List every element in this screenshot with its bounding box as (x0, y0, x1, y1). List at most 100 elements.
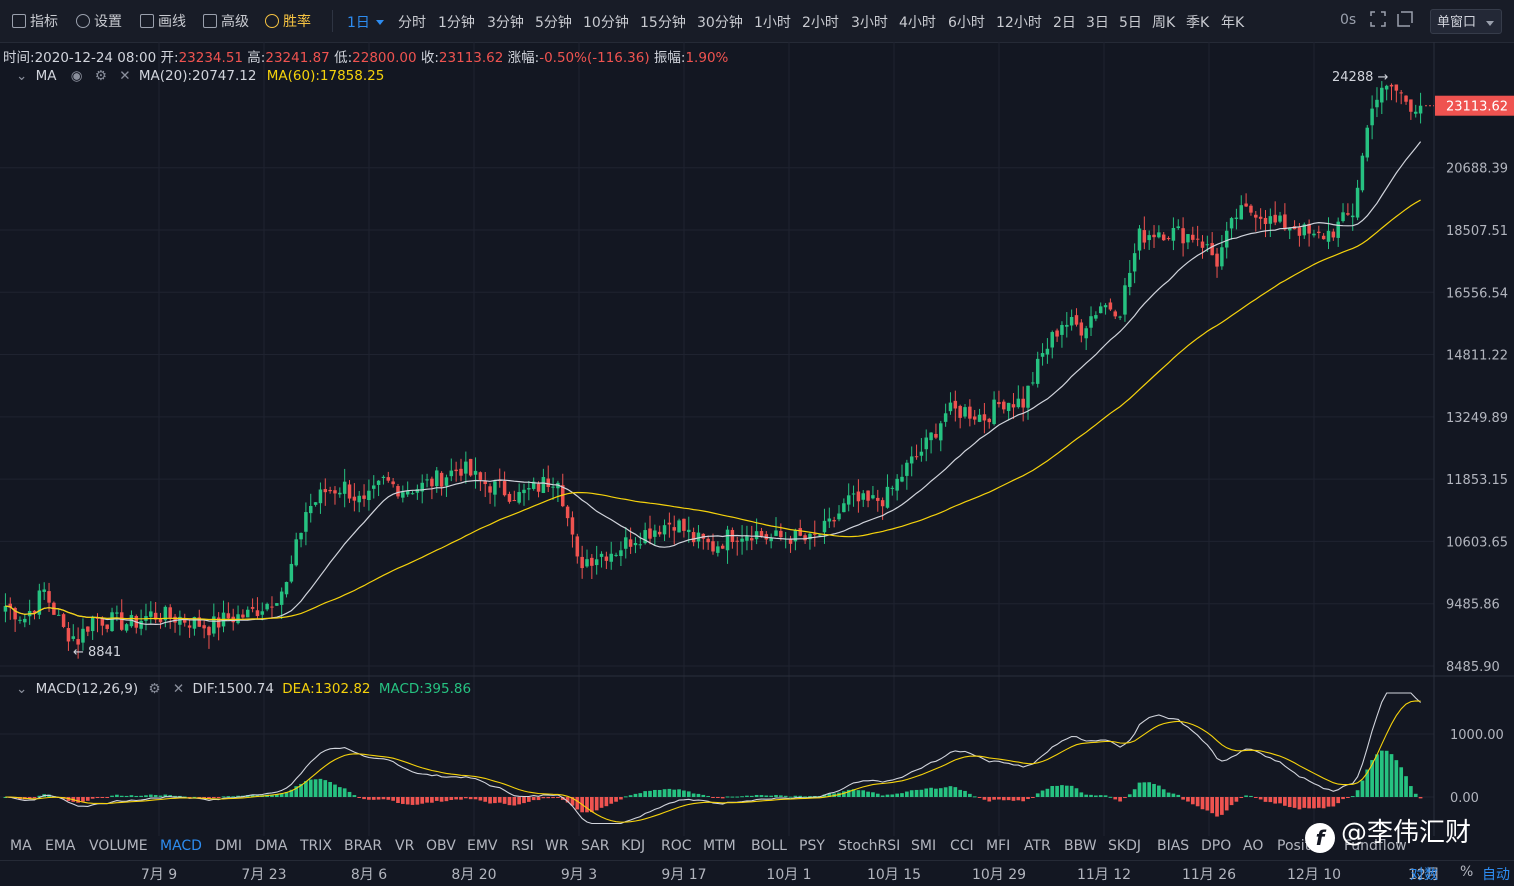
candle-body (958, 405, 962, 418)
indicator-tab-2[interactable]: VOLUME (89, 838, 148, 854)
indicator-tab-28[interactable]: AO (1243, 838, 1264, 854)
macd-bar (1336, 797, 1341, 804)
indicator-tab-19[interactable]: StochRSI (838, 838, 901, 854)
candle-body (657, 531, 662, 535)
indicator-tab-14[interactable]: KDJ (621, 838, 646, 854)
timeframe-2[interactable]: 1分钟 (438, 15, 475, 31)
timeframe-4[interactable]: 5分钟 (535, 15, 572, 31)
date-label-7: 10月 15 (866, 867, 922, 883)
indicator-tab-5[interactable]: DMA (255, 838, 288, 854)
candle-body (124, 624, 129, 631)
indicator-tab-27[interactable]: DPO (1201, 838, 1232, 854)
indicator-tab-23[interactable]: ATR (1024, 838, 1051, 854)
timeframe-13[interactable]: 12小时 (996, 15, 1042, 31)
timeframe-7[interactable]: 30分钟 (697, 15, 743, 31)
indicator-tab-3[interactable]: MACD (160, 838, 202, 854)
indicator-tab-16[interactable]: MTM (703, 838, 736, 854)
ma20-line (5, 141, 1422, 626)
indicator-tab-17[interactable]: BOLL (751, 838, 787, 854)
timeframe-19[interactable]: 年K (1221, 15, 1245, 31)
timeframe-15[interactable]: 3日 (1086, 15, 1109, 31)
advanced-button[interactable]: 高级 (203, 11, 249, 31)
candle-body (522, 489, 526, 494)
candle-body (1239, 205, 1244, 220)
macd-bar (657, 789, 662, 797)
macd-bar (362, 797, 366, 800)
close-icon[interactable]: ✕ (172, 681, 185, 697)
last-price-label: 23113.62 (1446, 100, 1508, 115)
indicator-tab-11[interactable]: RSI (511, 838, 534, 854)
gear-icon[interactable]: ⚙ (148, 681, 161, 697)
indicator-tab-24[interactable]: BBW (1064, 838, 1097, 854)
macd-bar (357, 797, 362, 798)
indicator-tab-26[interactable]: BIAS (1157, 838, 1190, 854)
indicator-tab-6[interactable]: TRIX (300, 838, 332, 854)
candle-body (1331, 231, 1336, 238)
settings-button[interactable]: 设置 (76, 11, 122, 31)
indicator-tab-7[interactable]: BRAR (344, 838, 383, 854)
macd-bar (27, 797, 32, 799)
macd-bar (216, 797, 221, 798)
timeframe-9[interactable]: 2小时 (802, 15, 839, 31)
timeframe-1[interactable]: 分时 (398, 15, 426, 31)
timeframe-16[interactable]: 5日 (1119, 15, 1142, 31)
window-mode-select[interactable]: 单窗口 (1430, 9, 1502, 34)
candle-body (1244, 203, 1248, 207)
macd-bar (1181, 797, 1185, 800)
candle-body (81, 628, 85, 643)
chevron-down-icon[interactable]: ⌄ (16, 68, 28, 84)
candle-body (1050, 332, 1054, 348)
gear-icon[interactable]: ⚙ (94, 68, 107, 84)
indicator-tab-1[interactable]: EMA (45, 838, 76, 854)
timeframe-1d-dropdown[interactable]: 1日 (347, 12, 384, 32)
close-icon[interactable]: ✕ (119, 68, 131, 84)
candle-body (347, 484, 352, 499)
timeframe-5[interactable]: 10分钟 (583, 15, 629, 31)
timeframe-3[interactable]: 3分钟 (487, 15, 524, 31)
timeframe-14[interactable]: 2日 (1053, 15, 1076, 31)
timeframe-8[interactable]: 1小时 (754, 15, 791, 31)
indicator-tab-13[interactable]: SAR (581, 838, 610, 854)
auto-scale-toggle[interactable]: 自动 (1482, 867, 1510, 883)
macd-bar (1244, 795, 1248, 797)
macd-bar (672, 789, 677, 797)
timeframe-12[interactable]: 6小时 (948, 15, 985, 31)
macd-bar (653, 789, 657, 797)
candle-body (1011, 404, 1016, 408)
indicator-tab-15[interactable]: ROC (661, 838, 692, 854)
indicator-tab-30[interactable]: Fundflow (1344, 838, 1407, 854)
indicator-tab-8[interactable]: VR (395, 838, 415, 854)
log-scale-toggle[interactable]: 对数 (1410, 867, 1438, 883)
indicator-tab-10[interactable]: EMV (467, 838, 498, 854)
candle-body (754, 531, 759, 540)
candle-body (328, 489, 332, 492)
price-chart[interactable]: 23113.62 20688.39 18507.51 16556.54 14811.22… (0, 42, 1514, 836)
indicators-button[interactable]: 指标 (12, 11, 58, 31)
candle-body (561, 485, 565, 507)
chevron-down-icon[interactable]: ⌄ (16, 681, 28, 697)
timeframe-6[interactable]: 15分钟 (640, 15, 686, 31)
candle-body (1268, 216, 1273, 224)
indicator-tab-12[interactable]: WR (545, 838, 569, 854)
eye-icon[interactable]: ◉ (70, 68, 83, 84)
fullscreen-icon[interactable] (1370, 11, 1386, 31)
indicator-tab-0[interactable]: MA (10, 838, 32, 854)
price-tick-2: 20688.39 (1446, 162, 1508, 177)
timeframe-10[interactable]: 3小时 (851, 15, 888, 31)
indicator-tab-9[interactable]: OBV (426, 838, 456, 854)
winrate-button[interactable]: 胜率 (265, 11, 311, 31)
indicator-tab-21[interactable]: CCI (950, 838, 974, 854)
candle-body (624, 537, 628, 549)
candle-body (1176, 226, 1181, 229)
draw-button[interactable]: 画线 (140, 11, 186, 31)
timeframe-11[interactable]: 4小时 (899, 15, 936, 31)
timeframe-17[interactable]: 周K (1152, 15, 1176, 31)
indicator-tab-4[interactable]: DMI (215, 838, 242, 854)
indicator-tab-22[interactable]: MFI (986, 838, 1011, 854)
indicator-tab-18[interactable]: PSY (799, 838, 825, 854)
timeframe-18[interactable]: 季K (1186, 15, 1210, 31)
screenshot-icon[interactable] (1397, 11, 1413, 31)
indicator-tab-20[interactable]: SMI (911, 838, 937, 854)
indicator-tab-25[interactable]: SKDJ (1108, 838, 1141, 854)
percent-scale-toggle[interactable]: % (1460, 864, 1474, 880)
